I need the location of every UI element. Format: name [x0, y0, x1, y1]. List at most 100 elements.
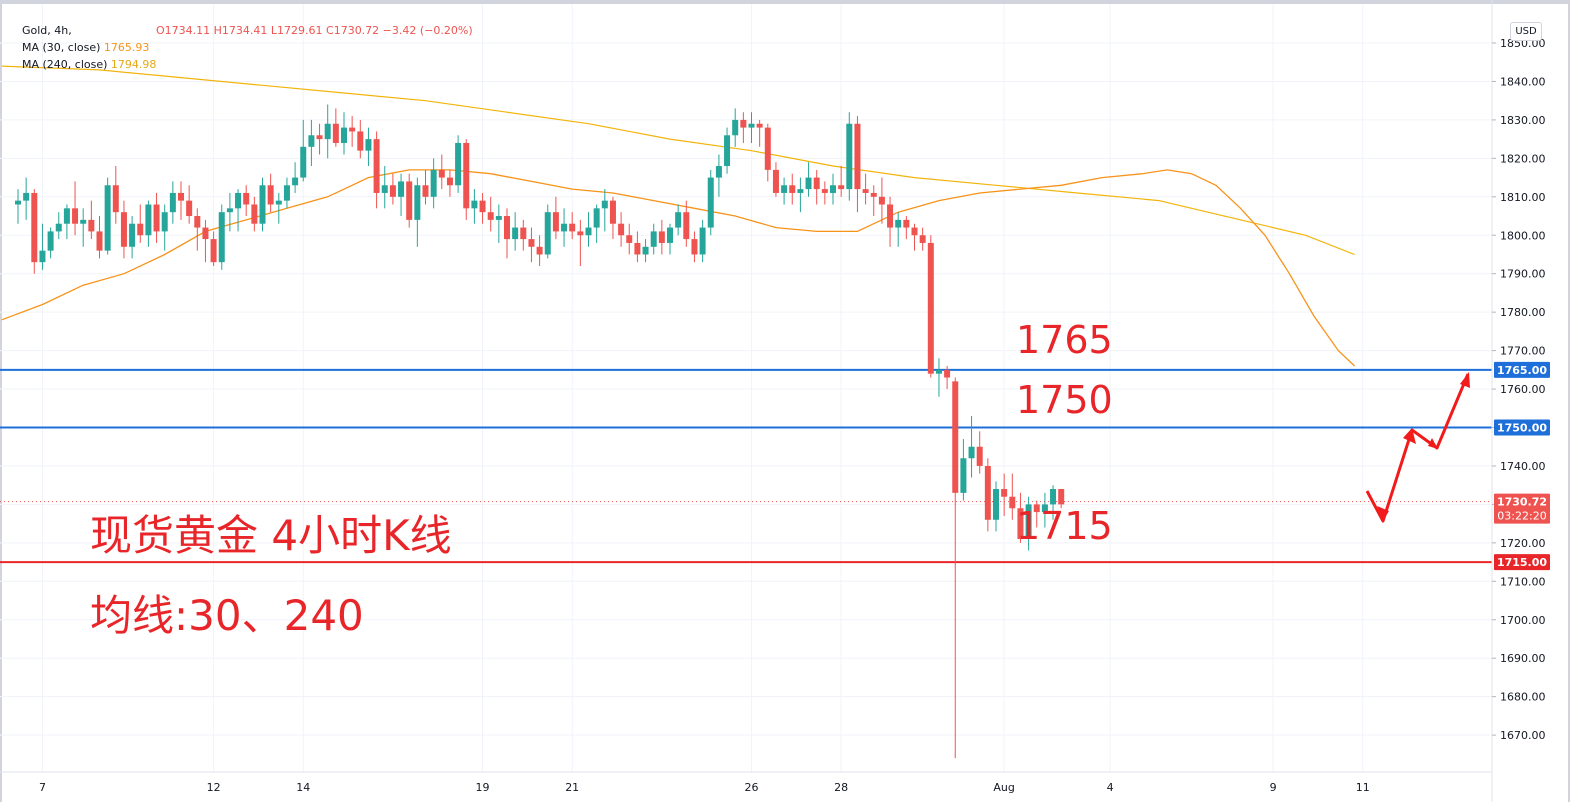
candle[interactable] — [862, 173, 869, 205]
candle[interactable] — [178, 181, 184, 220]
currency-button[interactable]: USD — [1510, 22, 1542, 41]
candle[interactable] — [911, 223, 918, 251]
candle[interactable] — [1041, 492, 1048, 528]
time-axis[interactable]: 7 12 14 19 21 26 28 Aug 4 9 11 — [0, 771, 1492, 794]
candle[interactable] — [569, 212, 576, 240]
candle[interactable] — [789, 173, 796, 205]
candle[interactable] — [471, 189, 478, 224]
candle[interactable] — [903, 216, 910, 240]
candle[interactable] — [316, 123, 323, 155]
candle[interactable] — [357, 119, 364, 159]
candle[interactable] — [968, 415, 975, 478]
candle[interactable] — [1025, 496, 1032, 551]
candle[interactable] — [414, 177, 421, 247]
candle[interactable] — [39, 223, 46, 270]
symbol-label[interactable]: Gold, 4h, — [22, 24, 72, 37]
candle[interactable] — [618, 212, 625, 247]
candle[interactable] — [15, 189, 21, 224]
candle[interactable] — [341, 112, 347, 155]
candle[interactable] — [495, 204, 502, 243]
candle[interactable] — [243, 185, 250, 217]
candle[interactable] — [373, 131, 380, 209]
candle[interactable] — [308, 119, 315, 167]
candle[interactable] — [935, 358, 942, 397]
candle[interactable] — [748, 112, 755, 143]
candle[interactable] — [512, 212, 519, 251]
candle[interactable] — [398, 173, 405, 217]
candle[interactable] — [528, 227, 535, 263]
candle[interactable] — [365, 127, 372, 167]
candle[interactable] — [267, 173, 274, 213]
candle[interactable] — [642, 239, 649, 263]
candle[interactable] — [944, 365, 951, 390]
candle[interactable] — [251, 196, 258, 232]
candle[interactable] — [781, 177, 788, 205]
candle[interactable] — [96, 216, 103, 259]
candle[interactable] — [226, 192, 233, 232]
candle[interactable] — [161, 204, 168, 251]
candle[interactable] — [561, 208, 568, 247]
candle[interactable] — [47, 227, 54, 259]
candle[interactable] — [23, 177, 30, 220]
candle[interactable] — [878, 177, 885, 224]
candle[interactable] — [887, 196, 894, 247]
candle[interactable] — [324, 104, 331, 159]
candle[interactable] — [332, 108, 339, 147]
candle[interactable] — [797, 177, 804, 213]
candle[interactable] — [1050, 485, 1057, 520]
candle[interactable] — [805, 162, 812, 197]
candle[interactable] — [283, 177, 290, 209]
candle[interactable] — [422, 169, 429, 205]
candle[interactable] — [536, 235, 543, 267]
candle[interactable] — [520, 219, 527, 251]
candle[interactable] — [952, 377, 959, 759]
candle[interactable] — [463, 139, 470, 220]
candle[interactable] — [1001, 473, 1008, 516]
candle[interactable] — [1017, 492, 1024, 543]
candle[interactable] — [1009, 473, 1016, 520]
candle[interactable] — [218, 204, 225, 270]
candle[interactable] — [259, 177, 266, 232]
candle[interactable] — [406, 173, 413, 228]
candle[interactable] — [487, 196, 494, 232]
candle[interactable] — [993, 481, 999, 532]
candle[interactable] — [63, 204, 70, 240]
candle[interactable] — [895, 212, 902, 247]
candle[interactable] — [585, 212, 592, 247]
candle[interactable] — [153, 192, 160, 243]
candle[interactable] — [80, 208, 87, 247]
candle[interactable] — [870, 185, 877, 217]
candle[interactable] — [772, 162, 779, 197]
candle[interactable] — [552, 196, 559, 240]
candle[interactable] — [626, 223, 633, 255]
candle[interactable] — [609, 196, 616, 240]
candle[interactable] — [838, 166, 845, 197]
candle[interactable] — [194, 208, 201, 251]
candle[interactable] — [389, 173, 396, 205]
candle[interactable] — [593, 204, 600, 243]
candle[interactable] — [120, 200, 127, 259]
candle[interactable] — [756, 119, 763, 147]
candle[interactable] — [715, 154, 722, 197]
candle[interactable] — [683, 200, 690, 247]
candle[interactable] — [667, 223, 673, 255]
candle[interactable] — [927, 235, 934, 378]
candle[interactable] — [430, 158, 437, 209]
candle[interactable] — [438, 154, 445, 190]
candle[interactable] — [691, 231, 698, 263]
candle[interactable] — [504, 208, 510, 259]
candle[interactable] — [699, 219, 706, 263]
candle[interactable] — [675, 204, 682, 236]
candle[interactable] — [1058, 489, 1065, 509]
candle[interactable] — [137, 204, 144, 243]
candle[interactable] — [292, 162, 299, 193]
candle[interactable] — [821, 181, 828, 205]
candle[interactable] — [984, 458, 991, 532]
candle[interactable] — [88, 200, 95, 240]
candle[interactable] — [210, 231, 217, 267]
candle[interactable] — [55, 212, 62, 240]
candle[interactable] — [202, 219, 209, 263]
legend-ma240-row[interactable]: MA (240, close) 1794.98 — [22, 56, 473, 73]
candle[interactable] — [544, 204, 551, 259]
